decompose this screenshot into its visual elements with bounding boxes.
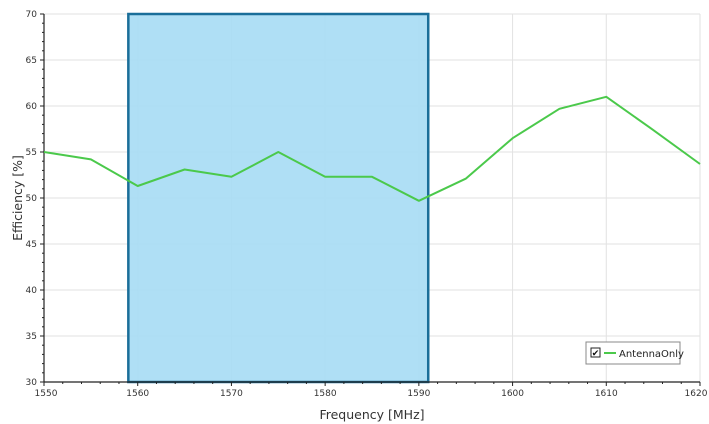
series-line-antennaonly — [43, 95, 701, 202]
legend-box — [585, 341, 681, 365]
x-tick-label: 1560 — [126, 389, 149, 399]
legend: ✔ AntennaOnly — [585, 341, 684, 365]
legend-label: AntennaOnly — [619, 349, 684, 360]
y-axis-title: Efficiency [%] — [10, 155, 25, 241]
x-tick-label: 1580 — [314, 389, 337, 399]
y-tick-label: 35 — [26, 332, 37, 342]
x-axis-title: Frequency [MHz] — [319, 407, 424, 422]
y-tick-label: 60 — [26, 102, 38, 112]
x-tick-label: 1600 — [501, 389, 524, 399]
y-tick-label: 50 — [26, 194, 38, 204]
tick-labels: 1550 1560 1570 1580 1590 1600 1610 1620 30 35 40 45… — [26, 10, 708, 399]
y-tick-label: 45 — [26, 240, 37, 250]
y-tick-label: 40 — [26, 286, 38, 296]
y-tick-label: 65 — [26, 56, 37, 66]
x-tick-label: 1550 — [35, 389, 58, 399]
x-tick-label: 1590 — [407, 389, 430, 399]
y-tick-label: 55 — [26, 148, 37, 158]
axes — [40, 13, 701, 386]
x-tick-label: 1620 — [685, 389, 708, 399]
highlight-band[interactable] — [127, 12, 430, 384]
x-tick-label: 1570 — [220, 389, 243, 399]
x-tick-label: 1610 — [595, 389, 618, 399]
legend-checkbox[interactable] — [590, 347, 601, 358]
check-icon: ✔ — [592, 349, 600, 359]
y-tick-label: 30 — [26, 378, 38, 388]
y-tick-label: 70 — [26, 10, 38, 20]
